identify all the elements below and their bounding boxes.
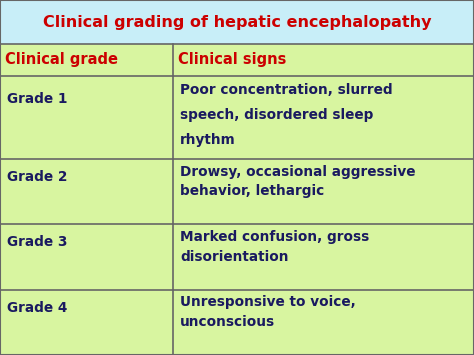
Bar bbox=[0, 159, 173, 224]
Text: Clinical signs: Clinical signs bbox=[178, 53, 286, 67]
Bar bbox=[0, 290, 173, 355]
Text: Poor concentration, slurred: Poor concentration, slurred bbox=[180, 83, 393, 97]
Text: unconscious: unconscious bbox=[180, 315, 275, 329]
Text: rhythm: rhythm bbox=[180, 133, 236, 147]
Bar bbox=[0, 76, 173, 159]
Text: Clinical grade: Clinical grade bbox=[5, 53, 118, 67]
Bar bbox=[0, 44, 474, 76]
Bar bbox=[173, 224, 474, 290]
Text: Grade 2: Grade 2 bbox=[7, 170, 67, 184]
Text: Clinical grading of hepatic encephalopathy: Clinical grading of hepatic encephalopat… bbox=[43, 15, 431, 30]
Text: Marked confusion, gross: Marked confusion, gross bbox=[180, 230, 369, 244]
Text: Grade 4: Grade 4 bbox=[7, 301, 67, 315]
Bar bbox=[173, 76, 474, 159]
Text: Drowsy, occasional aggressive: Drowsy, occasional aggressive bbox=[180, 165, 416, 179]
Text: Grade 1: Grade 1 bbox=[7, 92, 68, 106]
Text: behavior, lethargic: behavior, lethargic bbox=[180, 184, 324, 198]
Bar bbox=[173, 290, 474, 355]
Bar bbox=[0, 0, 474, 44]
Bar bbox=[173, 159, 474, 224]
Text: disorientation: disorientation bbox=[180, 250, 289, 264]
Text: Unresponsive to voice,: Unresponsive to voice, bbox=[180, 295, 356, 310]
Bar bbox=[0, 224, 173, 290]
Text: speech, disordered sleep: speech, disordered sleep bbox=[180, 108, 374, 122]
Text: Grade 3: Grade 3 bbox=[7, 235, 68, 250]
